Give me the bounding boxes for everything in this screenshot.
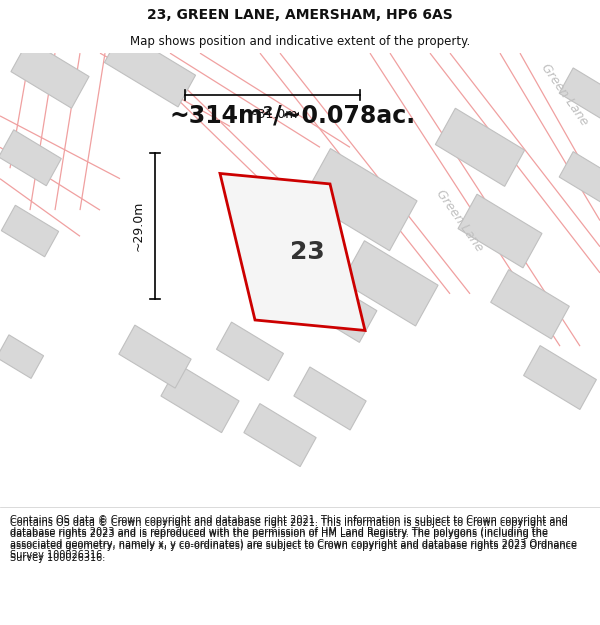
Polygon shape — [559, 68, 600, 122]
Polygon shape — [342, 241, 438, 326]
Polygon shape — [436, 108, 524, 186]
Text: ~314m²/~0.078ac.: ~314m²/~0.078ac. — [170, 104, 416, 128]
Polygon shape — [0, 130, 61, 186]
Text: Map shows position and indicative extent of the property.: Map shows position and indicative extent… — [130, 35, 470, 48]
Polygon shape — [11, 40, 89, 108]
Text: ~29.0m: ~29.0m — [132, 201, 145, 251]
Polygon shape — [119, 325, 191, 388]
Polygon shape — [217, 322, 283, 381]
Text: Green Lane: Green Lane — [434, 188, 486, 254]
Polygon shape — [458, 194, 542, 268]
Text: Contains OS data © Crown copyright and database right 2021. This information is : Contains OS data © Crown copyright and d… — [10, 518, 577, 562]
Text: 23, GREEN LANE, AMERSHAM, HP6 6AS: 23, GREEN LANE, AMERSHAM, HP6 6AS — [147, 8, 453, 22]
Polygon shape — [294, 367, 366, 430]
Polygon shape — [104, 31, 196, 107]
Polygon shape — [161, 364, 239, 432]
Text: 23: 23 — [290, 240, 325, 264]
Polygon shape — [1, 205, 59, 257]
Text: Green Lane: Green Lane — [539, 62, 591, 128]
Polygon shape — [220, 174, 365, 331]
Polygon shape — [524, 346, 596, 409]
Polygon shape — [0, 335, 44, 378]
Polygon shape — [559, 152, 600, 206]
Text: Contains OS data © Crown copyright and database right 2021. This information is : Contains OS data © Crown copyright and d… — [10, 515, 577, 560]
Polygon shape — [303, 149, 417, 251]
Polygon shape — [244, 404, 316, 467]
Polygon shape — [303, 277, 377, 342]
Polygon shape — [491, 269, 569, 339]
Text: ~31.0m: ~31.0m — [247, 107, 298, 121]
